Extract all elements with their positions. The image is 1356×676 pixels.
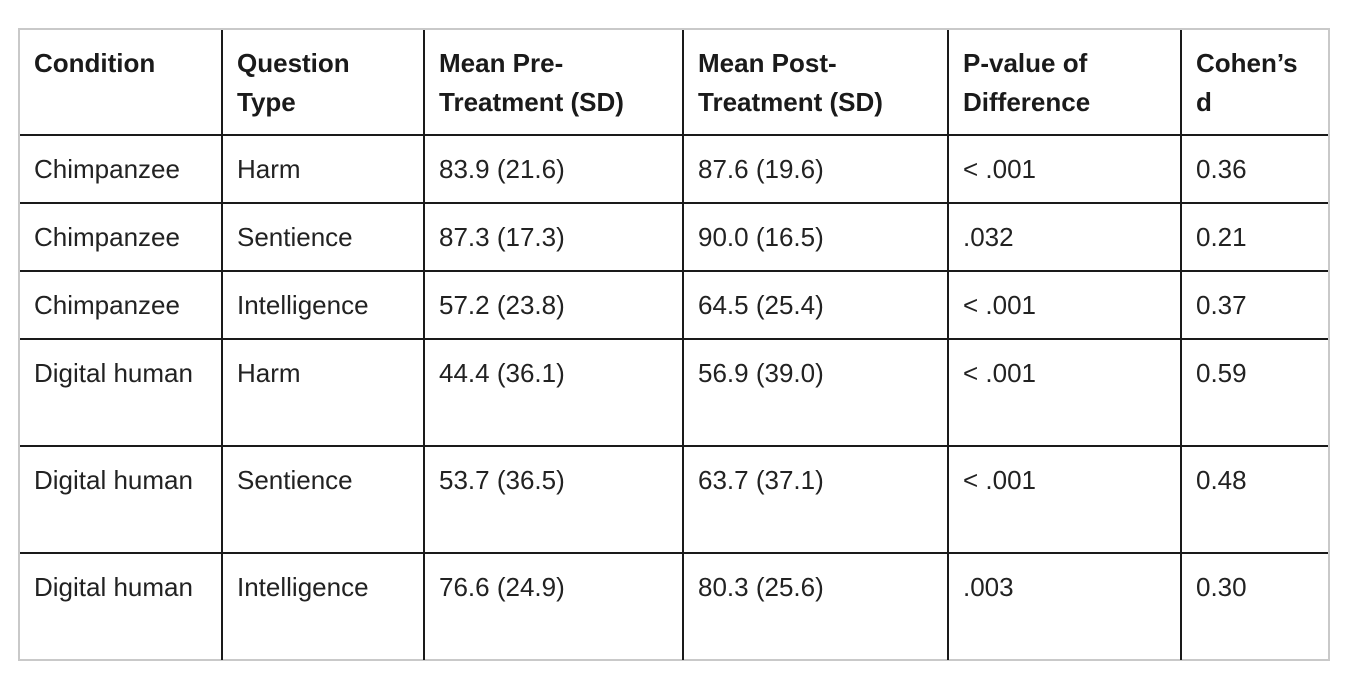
cell-cohens-d: 0.36 (1180, 134, 1328, 204)
header-cohens-d: Cohen’s d (1180, 30, 1328, 136)
cell-question-type: Intelligence (221, 270, 425, 340)
cell-mean-post: 90.0 (16.5) (682, 202, 949, 272)
cell-cohens-d: 0.37 (1180, 270, 1328, 340)
header-condition: Condition (20, 30, 223, 136)
cell-mean-post: 87.6 (19.6) (682, 134, 949, 204)
cell-cohens-d: 0.48 (1180, 445, 1328, 554)
cell-condition: Digital human (20, 552, 223, 660)
table-row: Digital human Intelligence 76.6 (24.9) 8… (20, 552, 1328, 660)
cell-p-value: < .001 (947, 270, 1182, 340)
table-row: Chimpanzee Intelligence 57.2 (23.8) 64.5… (20, 270, 1328, 340)
table-row: Chimpanzee Sentience 87.3 (17.3) 90.0 (1… (20, 202, 1328, 272)
cell-mean-pre: 76.6 (24.9) (423, 552, 684, 660)
table-header-row: Condition Question Type Mean Pre-Treatme… (20, 30, 1328, 136)
cell-mean-post: 63.7 (37.1) (682, 445, 949, 554)
cell-cohens-d: 0.59 (1180, 338, 1328, 447)
cell-condition: Chimpanzee (20, 202, 223, 272)
cell-mean-pre: 87.3 (17.3) (423, 202, 684, 272)
cell-mean-post: 80.3 (25.6) (682, 552, 949, 660)
cell-mean-post: 64.5 (25.4) (682, 270, 949, 340)
cell-p-value: .032 (947, 202, 1182, 272)
cell-condition: Chimpanzee (20, 134, 223, 204)
cell-p-value: .003 (947, 552, 1182, 660)
cell-mean-pre: 83.9 (21.6) (423, 134, 684, 204)
header-mean-pre-treatment: Mean Pre-Treatment (SD) (423, 30, 684, 136)
header-question-type: Question Type (221, 30, 425, 136)
cell-question-type: Intelligence (221, 552, 425, 660)
results-table: Condition Question Type Mean Pre-Treatme… (20, 30, 1328, 660)
cell-condition: Chimpanzee (20, 270, 223, 340)
cell-mean-pre: 53.7 (36.5) (423, 445, 684, 554)
cell-condition: Digital human (20, 445, 223, 554)
cell-cohens-d: 0.30 (1180, 552, 1328, 660)
cell-cohens-d: 0.21 (1180, 202, 1328, 272)
cell-p-value: < .001 (947, 134, 1182, 204)
cell-p-value: < .001 (947, 338, 1182, 447)
cell-mean-pre: 44.4 (36.1) (423, 338, 684, 447)
header-mean-post-treatment: Mean Post-Treatment (SD) (682, 30, 949, 136)
table-row: Digital human Harm 44.4 (36.1) 56.9 (39.… (20, 338, 1328, 447)
cell-condition: Digital human (20, 338, 223, 447)
header-p-value: P-value of Difference (947, 30, 1182, 136)
cell-question-type: Harm (221, 134, 425, 204)
cell-p-value: < .001 (947, 445, 1182, 554)
cell-question-type: Sentience (221, 202, 425, 272)
cell-mean-post: 56.9 (39.0) (682, 338, 949, 447)
cell-question-type: Sentience (221, 445, 425, 554)
cell-mean-pre: 57.2 (23.8) (423, 270, 684, 340)
table-row: Chimpanzee Harm 83.9 (21.6) 87.6 (19.6) … (20, 134, 1328, 204)
results-table-container: Condition Question Type Mean Pre-Treatme… (18, 28, 1330, 661)
cell-question-type: Harm (221, 338, 425, 447)
table-row: Digital human Sentience 53.7 (36.5) 63.7… (20, 445, 1328, 554)
